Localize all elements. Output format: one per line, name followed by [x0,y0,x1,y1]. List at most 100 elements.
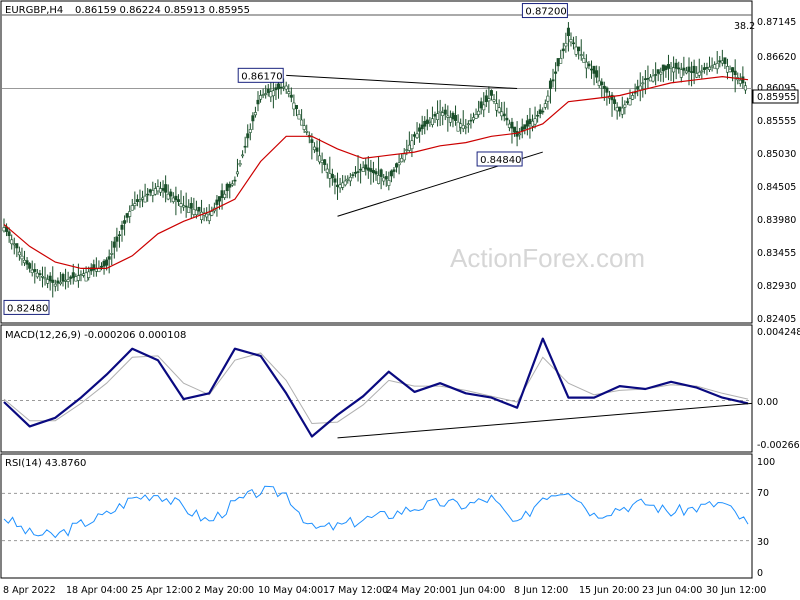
candle-body [605,87,609,93]
candle-body [141,197,145,200]
price-tick: 0.82930 [757,281,796,292]
candle-body [438,110,442,113]
candle-body [690,71,694,73]
candle-body [318,155,322,163]
price-callout-text: 0.84840 [480,155,521,166]
candle-body [636,86,640,90]
price-tick: 0.86620 [757,52,796,63]
candle-body [733,70,737,76]
candle-body [551,79,555,82]
candle-body [710,65,714,68]
candle-body [51,279,55,283]
x-tick: 15 Jun 20:00 [579,585,639,596]
macd-signal-line [3,352,749,425]
candle-body [279,86,283,89]
candle-body [415,133,419,139]
candle-body [277,83,281,90]
candle-body [187,207,191,213]
candle-body [284,85,288,90]
candle-body [361,167,365,172]
candle-body [402,153,406,161]
price-callout: 0.86170 [237,67,284,83]
candle-body [572,42,576,45]
candle-body [649,76,653,82]
candle-body [459,123,463,128]
candle-body [672,67,676,73]
price-tick: 0.85555 [757,116,796,127]
candle-body [325,168,329,173]
candle-body [287,91,291,94]
candle-body [559,58,563,64]
candle-body [120,224,124,230]
candle-body [94,268,98,272]
candle-body [235,171,239,175]
candle-body [248,129,252,133]
candle-body [10,239,14,245]
candle-body [479,101,483,109]
candle-body [133,203,137,206]
candle-body [40,275,44,278]
candle-body [525,120,529,127]
symbol-header: EURGBP,H4 [5,5,63,16]
x-tick: 18 Apr 04:00 [66,585,128,596]
candle-body [518,133,522,136]
candle-body [618,106,622,112]
candle-body [74,276,78,282]
candle-body [423,120,427,127]
candle-body [102,260,106,267]
macd-panel-frame [0,324,753,453]
candle-body [53,283,57,287]
x-tick: 1 Jun 04:00 [451,585,505,596]
candle-body [492,99,496,102]
candle-body [392,169,396,172]
candle-body [461,125,465,129]
candle-body [353,171,357,174]
candle-body [569,39,573,43]
price-callout-text: 0.87200 [525,7,566,18]
candle-body [713,64,717,69]
candle-body [590,68,594,71]
candle-body [723,57,727,64]
candle-body [315,147,319,152]
candle-body [7,231,11,237]
price-callout-box [3,299,50,315]
candle-body [256,99,260,105]
candle-body [192,209,196,215]
candle-body [56,280,60,284]
candle-body [320,159,324,163]
x-tick: 2 May 20:00 [195,585,254,596]
candle-body [682,67,686,71]
candle-body [71,272,75,278]
candle-body [728,68,732,73]
candle-body [92,264,96,271]
candle-body [243,145,247,148]
price-callout: 0.84840 [476,151,523,167]
candle-body [661,64,665,72]
macd-tick: 0.004248 [757,327,800,338]
candle-body [207,214,211,222]
candle-body [220,190,224,198]
candle-body [174,195,178,201]
candle-body [194,209,198,216]
candle-body [700,70,704,73]
candle-body [343,180,347,186]
candle-body [533,118,537,125]
candle-body [348,176,352,182]
candle-body [210,211,214,216]
candle-body [33,269,37,272]
candle-body [251,115,255,122]
candle-body [387,180,391,186]
candle-body [84,272,88,282]
candle-body [497,107,501,113]
candle-body [341,182,345,188]
candle-body [130,205,134,211]
candle-body [218,196,222,202]
candle-body [197,207,201,212]
candle-body [595,70,599,78]
candle-body [674,62,678,69]
candle-body [715,63,719,70]
candle-body [238,163,242,166]
price-tick: 0.86095 [757,83,796,94]
candle-body [35,272,39,278]
current-price-tag [752,89,799,104]
